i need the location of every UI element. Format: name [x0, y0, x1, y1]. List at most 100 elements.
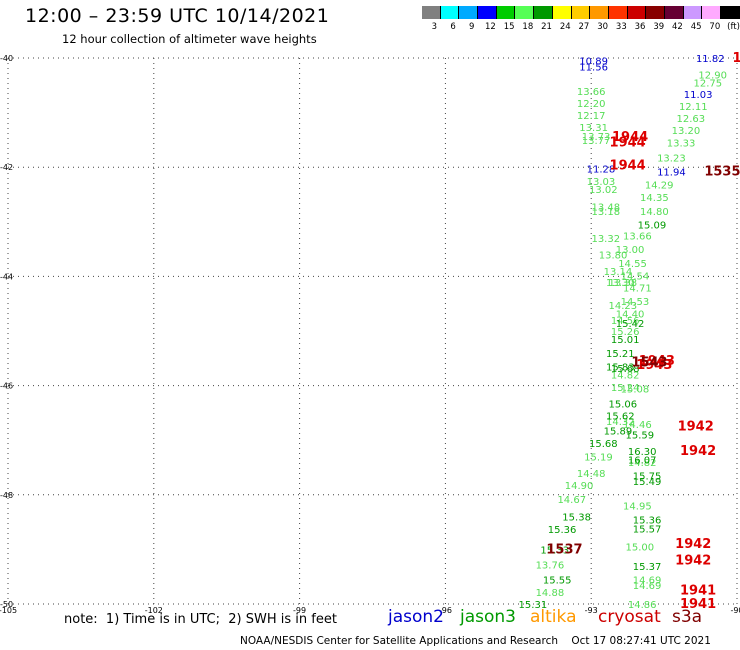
data-label: 14.88	[536, 588, 565, 599]
scale-label: 21	[541, 22, 552, 32]
data-label: 14.86	[628, 600, 657, 611]
data-label: 16.30	[628, 447, 657, 458]
data-label: 13.31	[579, 123, 608, 134]
data-label: 1942	[675, 537, 711, 552]
data-label: 14.53	[621, 297, 650, 308]
legend-item-s3a: s3a	[672, 607, 703, 627]
scale-swatch	[721, 6, 740, 19]
data-label: 13.20	[672, 126, 701, 137]
data-label: 14.82	[611, 371, 640, 382]
scale-swatch	[571, 6, 591, 19]
data-label: 13.38	[608, 278, 637, 289]
scale-label: 70	[709, 22, 721, 32]
data-label: 14.95	[623, 502, 652, 513]
data-label: 15.83	[606, 362, 635, 373]
scale-swatch	[534, 6, 553, 19]
chart-subtitle: 12 hour collection of altimeter wave hei…	[62, 32, 317, 46]
data-label: 13.02	[589, 185, 618, 196]
data-label: 12.90	[698, 70, 727, 81]
data-label: 16.07	[628, 455, 657, 466]
scale-swatch	[478, 6, 497, 19]
credit-text: NOAA/NESDIS Center for Satellite Applica…	[240, 635, 711, 647]
data-label: 14.55	[618, 259, 647, 270]
data-label: 1942	[675, 553, 711, 568]
scale-swatch	[459, 6, 479, 19]
data-label: 10.89	[579, 57, 608, 68]
data-label: 1535	[704, 165, 740, 180]
data-label: 14.82	[628, 458, 657, 469]
scale-label: 33	[615, 22, 627, 32]
scale-label: 18	[522, 22, 534, 32]
data-label: 15.01	[611, 335, 640, 346]
data-label: 14.67	[557, 495, 586, 506]
scale-swatch	[702, 6, 721, 19]
data-label: 1941	[680, 597, 716, 612]
x-tick-label: -93	[585, 606, 598, 615]
x-tick-label: -102	[145, 606, 163, 615]
data-label: 14.32	[606, 417, 635, 428]
data-label: 15.24	[611, 383, 640, 394]
data-label: 15.75	[633, 472, 662, 483]
data-label: 13.23	[657, 153, 686, 164]
data-label: 11.94	[657, 168, 686, 179]
data-label: 15.68	[589, 439, 618, 450]
scale-swatch	[627, 6, 647, 19]
data-label: 13.66	[623, 231, 652, 242]
data-label: 12.75	[694, 79, 723, 90]
scale-label: 9	[469, 22, 475, 32]
color-scale	[422, 6, 740, 19]
y-tick-label: -46	[0, 382, 13, 391]
data-label: 11.28	[587, 164, 616, 175]
data-label: 13.18	[591, 207, 620, 218]
data-label: 14.23	[608, 301, 637, 312]
data-label: 13.03	[587, 177, 616, 188]
legend-item-jason3: jason3	[460, 607, 516, 627]
data-label: 1941	[680, 583, 716, 598]
data-label: 13.80	[599, 251, 628, 262]
data-label: 1543	[631, 356, 667, 371]
data-label: 12.63	[677, 114, 706, 125]
data-label: 15.57	[633, 525, 662, 536]
data-label: 13.77	[582, 136, 611, 147]
data-label: 1537	[546, 542, 582, 557]
data-label: 13.14	[604, 267, 633, 278]
data-label: 13.48	[591, 203, 620, 214]
data-label: 15.38	[562, 513, 591, 524]
data-label: 13.76	[536, 561, 565, 572]
data-label: 15.49	[633, 477, 662, 488]
x-tick-label: -99	[293, 606, 306, 615]
scale-label: 39	[653, 22, 665, 32]
data-label: 15.00	[625, 543, 654, 554]
scale-swatch	[664, 6, 684, 19]
scale-label: 15	[503, 22, 515, 32]
data-label: 13.32	[591, 234, 620, 245]
data-label: 1944	[610, 136, 646, 151]
data-label: 14.35	[640, 193, 669, 204]
scale-label: 3	[431, 22, 438, 32]
data-label: 15.59	[625, 431, 654, 442]
chart-title: 12:00 – 23:59 UTC 10/14/2021	[25, 5, 330, 27]
data-label: 15.55	[543, 575, 572, 586]
y-tick-label: -44	[0, 272, 13, 281]
data-label: 15.89	[604, 426, 633, 437]
data-label: 11.82	[696, 54, 725, 65]
scale-swatch	[422, 6, 441, 19]
scale-label: (ft)	[727, 22, 740, 32]
scale-swatch	[496, 6, 516, 19]
data-label: 14.40	[616, 310, 645, 321]
scale-label: 42	[672, 22, 683, 32]
data-label: 14.29	[645, 181, 674, 192]
data-label: 14.69	[633, 575, 662, 586]
data-label: 14.48	[577, 469, 606, 480]
data-label: 14.90	[565, 481, 594, 492]
data-label: 15.19	[584, 453, 613, 464]
data-label: 12.17	[577, 111, 606, 122]
data-label: 15.31	[519, 600, 548, 611]
x-tick-label: -105	[0, 606, 17, 615]
scale-swatch	[590, 6, 609, 19]
data-label: 15.68	[611, 364, 640, 375]
y-tick-label: -48	[0, 491, 13, 500]
data-label: 1944	[610, 159, 646, 174]
scale-swatch	[683, 6, 703, 19]
